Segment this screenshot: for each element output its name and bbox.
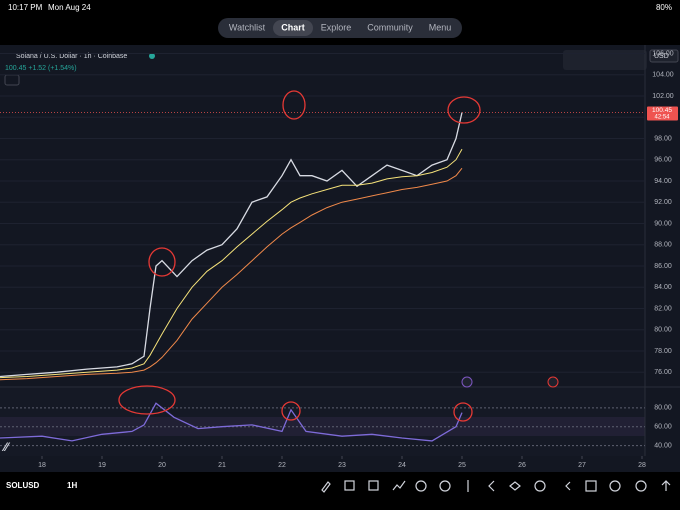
nav-tab[interactable]: Community: [367, 22, 413, 32]
nav-tab[interactable]: Menu: [429, 22, 452, 32]
rsi-band: [0, 417, 645, 436]
annotation-circle: [148, 247, 176, 277]
status-date: Mon Aug 24: [48, 3, 91, 12]
x-tick-label: 18: [38, 462, 46, 469]
toolbar-icons[interactable]: [321, 480, 671, 493]
y-tick-label: 90.00: [654, 220, 672, 227]
symbol-quote: 100.45 +1.52 (+1.54%): [5, 65, 77, 72]
y-tick-label: 80.00: [654, 405, 672, 412]
status-time: 10:17 PM: [8, 3, 43, 12]
y-tick-label: 60.00: [654, 424, 672, 431]
nav-active: [273, 20, 313, 36]
status-battery: 80%: [656, 3, 672, 12]
y-tick-label: 104.00: [652, 72, 674, 79]
y-tick-label: 40.00: [654, 442, 672, 449]
y-tick-label: 86.00: [654, 263, 672, 270]
x-tick-label: 22: [278, 462, 286, 469]
y-tick-label: 106.00: [652, 50, 674, 57]
interval[interactable]: 1H: [67, 481, 77, 490]
x-tick-label: 19: [98, 462, 106, 469]
y-tick-label: 82.00: [654, 305, 672, 312]
y-tick-label: 92.00: [654, 199, 672, 206]
series-line: [0, 167, 463, 381]
y-tick-label: 88.00: [654, 242, 672, 249]
annotation-circle: [281, 401, 301, 421]
series-line: [0, 148, 463, 379]
price-tag: [647, 106, 678, 121]
nav-tab[interactable]: Watchlist: [229, 22, 266, 32]
x-tick-label: 24: [398, 462, 406, 469]
y-tick-label: 94.00: [654, 178, 672, 185]
y-tick-label: 84.00: [654, 284, 672, 291]
price-tag-label: 100.45: [652, 107, 672, 114]
annotation-circle: [118, 385, 176, 415]
x-tick-label: 26: [518, 462, 526, 469]
price-tag-countdown: 42:54: [654, 115, 670, 121]
logo: ⁄⁄: [1, 440, 11, 454]
x-tick-label: 21: [218, 462, 226, 469]
x-tick-label: 27: [578, 462, 586, 469]
y-tick-label: 102.00: [652, 93, 674, 100]
nav-tab[interactable]: Chart: [281, 22, 305, 32]
event-icon[interactable]: [547, 376, 559, 388]
annotation-circle: [447, 96, 481, 124]
x-tick-label: 23: [338, 462, 346, 469]
annotation-circle: [282, 90, 306, 120]
symbol-title: Solana / U.S. Dollar · 1h · Coinbase: [16, 53, 127, 60]
plot: 106.00104.00102.00100.0098.0096.0094.009…: [0, 50, 678, 469]
y-tick-label: 80.00: [654, 327, 672, 334]
series-line: [0, 402, 463, 442]
series-line: [0, 112, 463, 378]
annotation-circle: [453, 402, 473, 422]
event-icon[interactable]: [461, 376, 473, 388]
x-tick-label: 28: [638, 462, 646, 469]
nav-tab[interactable]: Explore: [321, 22, 352, 32]
y-tick-label: 78.00: [654, 348, 672, 355]
market-status: [149, 53, 155, 59]
x-tick-label: 20: [158, 462, 166, 469]
y-tick-label: 98.00: [654, 135, 672, 142]
bottom-toolbar: [0, 472, 680, 510]
currency-box[interactable]: [649, 49, 679, 63]
ticker[interactable]: SOLUSD: [6, 481, 40, 490]
x-tick-label: 25: [458, 462, 466, 469]
drawing-tools[interactable]: [563, 50, 647, 70]
y-tick-label: 76.00: [654, 369, 672, 376]
y-tick-label: 96.00: [654, 157, 672, 164]
currency: USD: [654, 53, 669, 60]
